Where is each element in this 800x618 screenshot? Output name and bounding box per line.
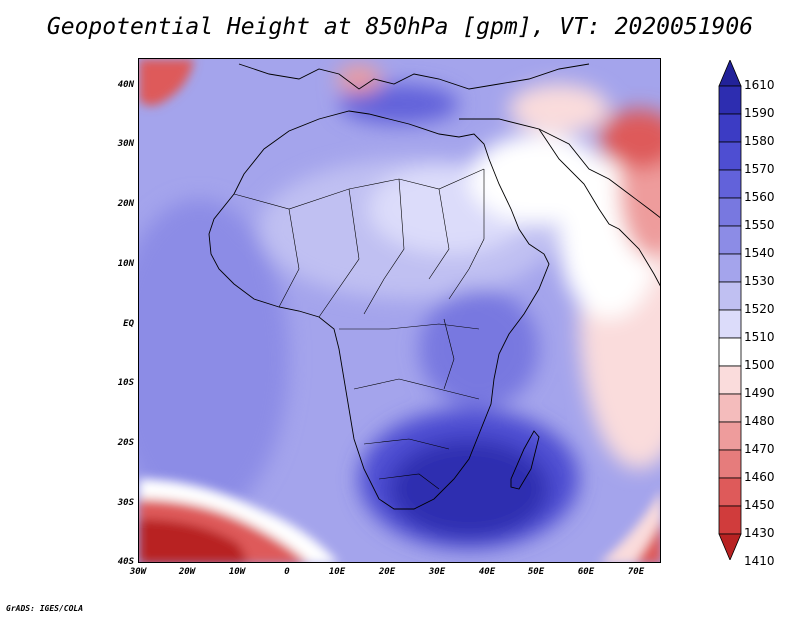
- lat-label-10n: 10N: [117, 259, 134, 269]
- border-6: [448, 169, 485, 300]
- colorbar-swatch: [718, 365, 742, 395]
- border-8: [353, 378, 480, 400]
- colorbar-tick-label: 1510: [744, 330, 775, 344]
- colorbar-swatch: [718, 309, 742, 339]
- colorbar-swatch: [718, 281, 742, 311]
- lon-label-10w: 10W: [228, 567, 246, 577]
- lon-label-20w: 20W: [178, 567, 196, 577]
- lat-label-20s: 20S: [117, 438, 134, 448]
- colorbar-tick-label: 1540: [744, 246, 775, 260]
- colorbar-tick-label: 1490: [744, 386, 775, 400]
- colorbar-tick-label: 1560: [744, 190, 775, 204]
- colorbar-tick-label: 1590: [744, 106, 775, 120]
- colorbar-swatches: [718, 60, 742, 560]
- border-3: [318, 188, 360, 318]
- border-4: [363, 178, 405, 315]
- lon-label-20e: 20E: [378, 567, 396, 577]
- map-panel: [138, 58, 661, 563]
- border-7: [339, 323, 480, 330]
- red-sea-east: [538, 128, 620, 230]
- lon-label-40e: 40E: [478, 567, 496, 577]
- colorbar-swatch-top: [718, 60, 742, 87]
- lon-label-50e: 50E: [527, 567, 545, 577]
- colorbar-swatch: [718, 337, 742, 367]
- lon-label-30e: 30E: [428, 567, 446, 577]
- field-central: [419, 289, 539, 409]
- lat-label-eq: EQ: [123, 319, 134, 329]
- colorbar-swatch: [718, 85, 742, 115]
- border-10: [378, 473, 440, 490]
- borders: [233, 168, 485, 490]
- colorbar-tick-label: 1410: [744, 554, 775, 568]
- colorbar-tick-label: 1480: [744, 414, 775, 428]
- lon-label-10e: 10E: [328, 567, 346, 577]
- colorbar: 1610 1590 1580 1570 1560 1550 1540 1530 1520 1510…: [718, 60, 798, 568]
- border-2: [278, 208, 300, 308]
- colorbar-tick-label: 1450: [744, 498, 775, 512]
- lat-label-30s: 30S: [117, 498, 134, 508]
- colorbar-tick-label: 1570: [744, 162, 775, 176]
- lat-label-10s: 10S: [117, 378, 134, 388]
- field-se-pink: [601, 492, 660, 562]
- map-title: Geopotential Height at 850hPa [gpm], VT:…: [46, 14, 754, 40]
- lon-label-30w: 30W: [129, 567, 147, 577]
- field-mideast-pink: [509, 84, 609, 134]
- colorbar-swatch: [718, 421, 742, 451]
- coastlines: [208, 63, 660, 510]
- border-1: [233, 168, 485, 210]
- africa-coast: [208, 110, 550, 510]
- height-field: [139, 59, 660, 562]
- colorbar-swatch: [718, 169, 742, 199]
- lat-label-40n: 40N: [117, 80, 134, 90]
- border-9: [363, 438, 450, 450]
- lon-label-0: 0: [284, 567, 290, 577]
- colorbar-tick-label: 1430: [744, 526, 775, 540]
- colorbar-swatch: [718, 141, 742, 171]
- lat-label-40s: 40S: [117, 557, 134, 567]
- colorbar-swatch: [718, 393, 742, 423]
- colorbar-swatch: [718, 253, 742, 283]
- colorbar-tick-label: 1520: [744, 302, 775, 316]
- arabia-coast: [459, 118, 660, 219]
- field-italy-pink: [337, 65, 381, 93]
- colorbar-swatch: [718, 225, 742, 255]
- field-sw-core: [139, 519, 248, 562]
- field-south-core: [389, 439, 549, 539]
- lat-label-20n: 20N: [117, 199, 134, 209]
- europe-coast: [238, 63, 590, 90]
- colorbar-tick-label: 1530: [744, 274, 775, 288]
- colorbar-swatch-bottom: [718, 533, 742, 560]
- colorbar-swatch: [718, 477, 742, 507]
- lon-label-70e: 70E: [627, 567, 645, 577]
- field-iran-low: [599, 109, 660, 169]
- india-coast: [618, 228, 660, 287]
- lat-label-30n: 30N: [117, 139, 134, 149]
- border-5: [428, 188, 450, 280]
- colorbar-tick-label: 1460: [744, 470, 775, 484]
- border-lakes: [443, 318, 455, 390]
- colorbar-tick-label: 1550: [744, 218, 775, 232]
- colorbar-tick-label: 1470: [744, 442, 775, 456]
- field-nw-red: [139, 59, 194, 106]
- field-atlantic: [139, 199, 289, 519]
- field-se-red: [635, 522, 660, 562]
- colorbar-tick-label: 1500: [744, 358, 775, 372]
- colorbar-tick-label: 1580: [744, 134, 775, 148]
- lon-label-60e: 60E: [577, 567, 595, 577]
- colorbar-swatch: [718, 197, 742, 227]
- credit-text: GrADS: IGES/COLA: [6, 604, 84, 613]
- madagascar: [510, 430, 540, 490]
- colorbar-swatch: [718, 505, 742, 535]
- colorbar-swatch: [718, 113, 742, 143]
- colorbar-swatch: [718, 449, 742, 479]
- colorbar-tick-label: 1610: [744, 78, 775, 92]
